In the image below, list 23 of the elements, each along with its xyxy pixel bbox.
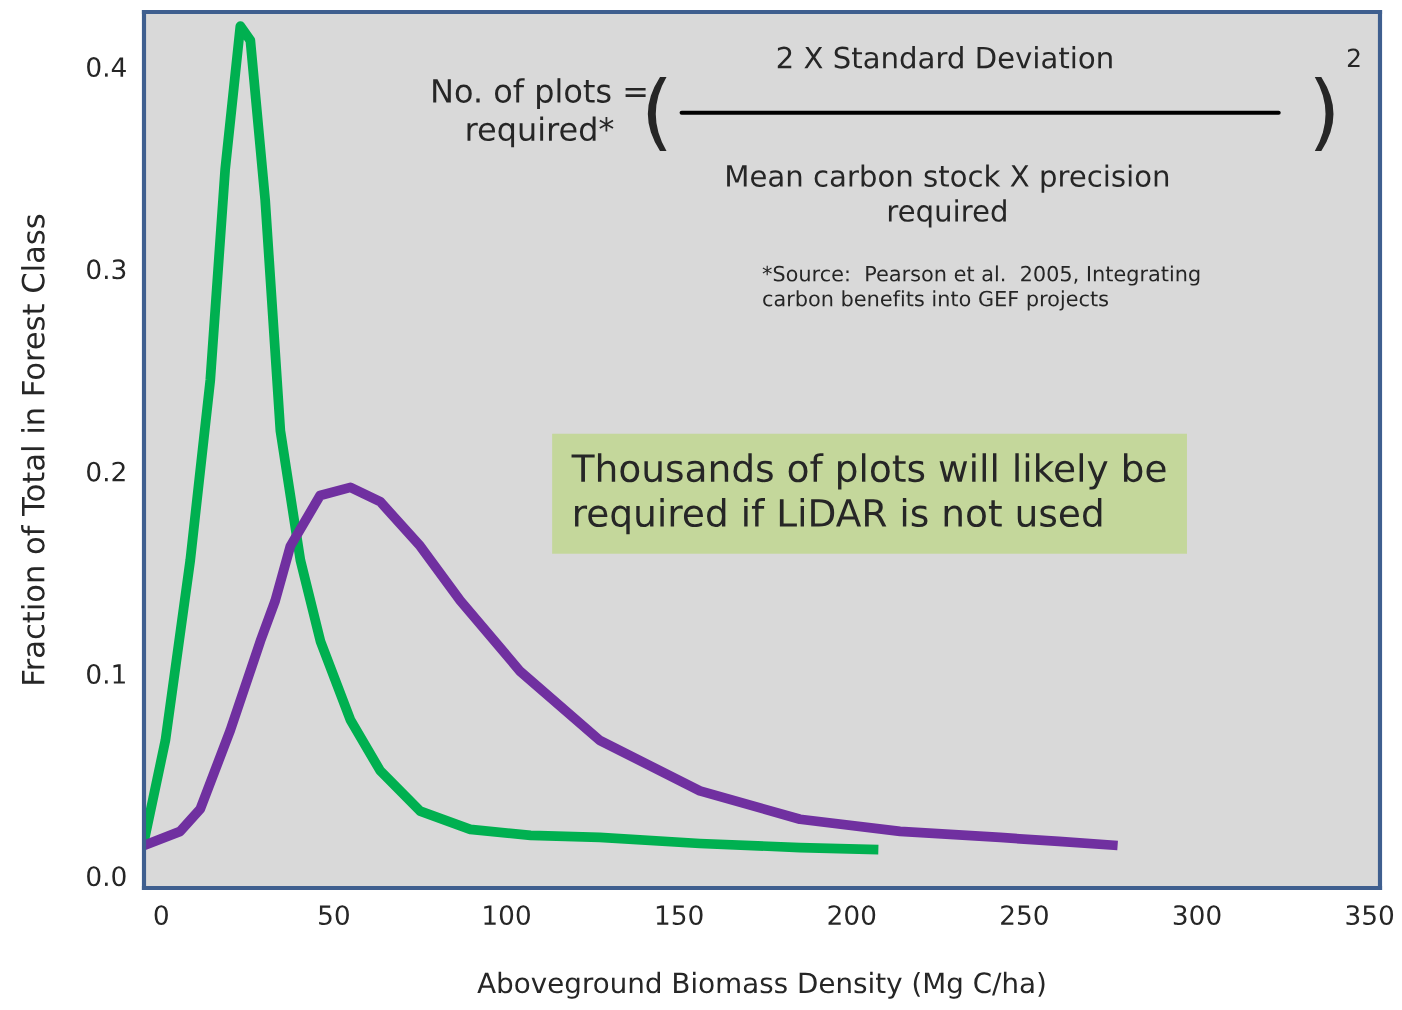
annotation: No. of plots = required*: [433, 78, 646, 148]
y-tick-label: 0.3: [87, 259, 126, 280]
annotation: 2 X Standard Deviation: [777, 46, 1112, 69]
x-tick-label: 350: [1346, 905, 1394, 926]
x-axis-title: Aboveground Biomass Density (Mg C/ha): [477, 971, 1045, 999]
x-tick-label: 50: [319, 905, 349, 926]
annotation: (: [647, 76, 667, 152]
x-tick-label: 300: [1173, 905, 1221, 926]
x-tick-label: 250: [1001, 905, 1048, 926]
y-tick-label: 0.1: [87, 663, 125, 684]
y-axis-title: Fraction of Total in Forest Class: [21, 214, 45, 684]
annotation: *Source: Pearson et al. 2005, Integrating carbon benefits into GEF projects: [762, 265, 1200, 311]
y-tick-label: 0.4: [87, 57, 126, 78]
annotation: Mean carbon stock X precision required: [727, 164, 1169, 228]
x-tick-label: 150: [656, 905, 703, 926]
x-tick-label: 0: [154, 905, 168, 926]
y-tick-label: 0.0: [87, 866, 126, 887]
annotation: ): [1314, 76, 1334, 152]
annotation: Thousands of plots will likely be required if LiDAR is not used: [571, 453, 1166, 535]
annotation: 2: [1347, 48, 1360, 68]
x-tick-label: 200: [828, 905, 876, 926]
x-tick-label: 100: [484, 905, 530, 926]
y-tick-label: 0.2: [87, 461, 125, 482]
